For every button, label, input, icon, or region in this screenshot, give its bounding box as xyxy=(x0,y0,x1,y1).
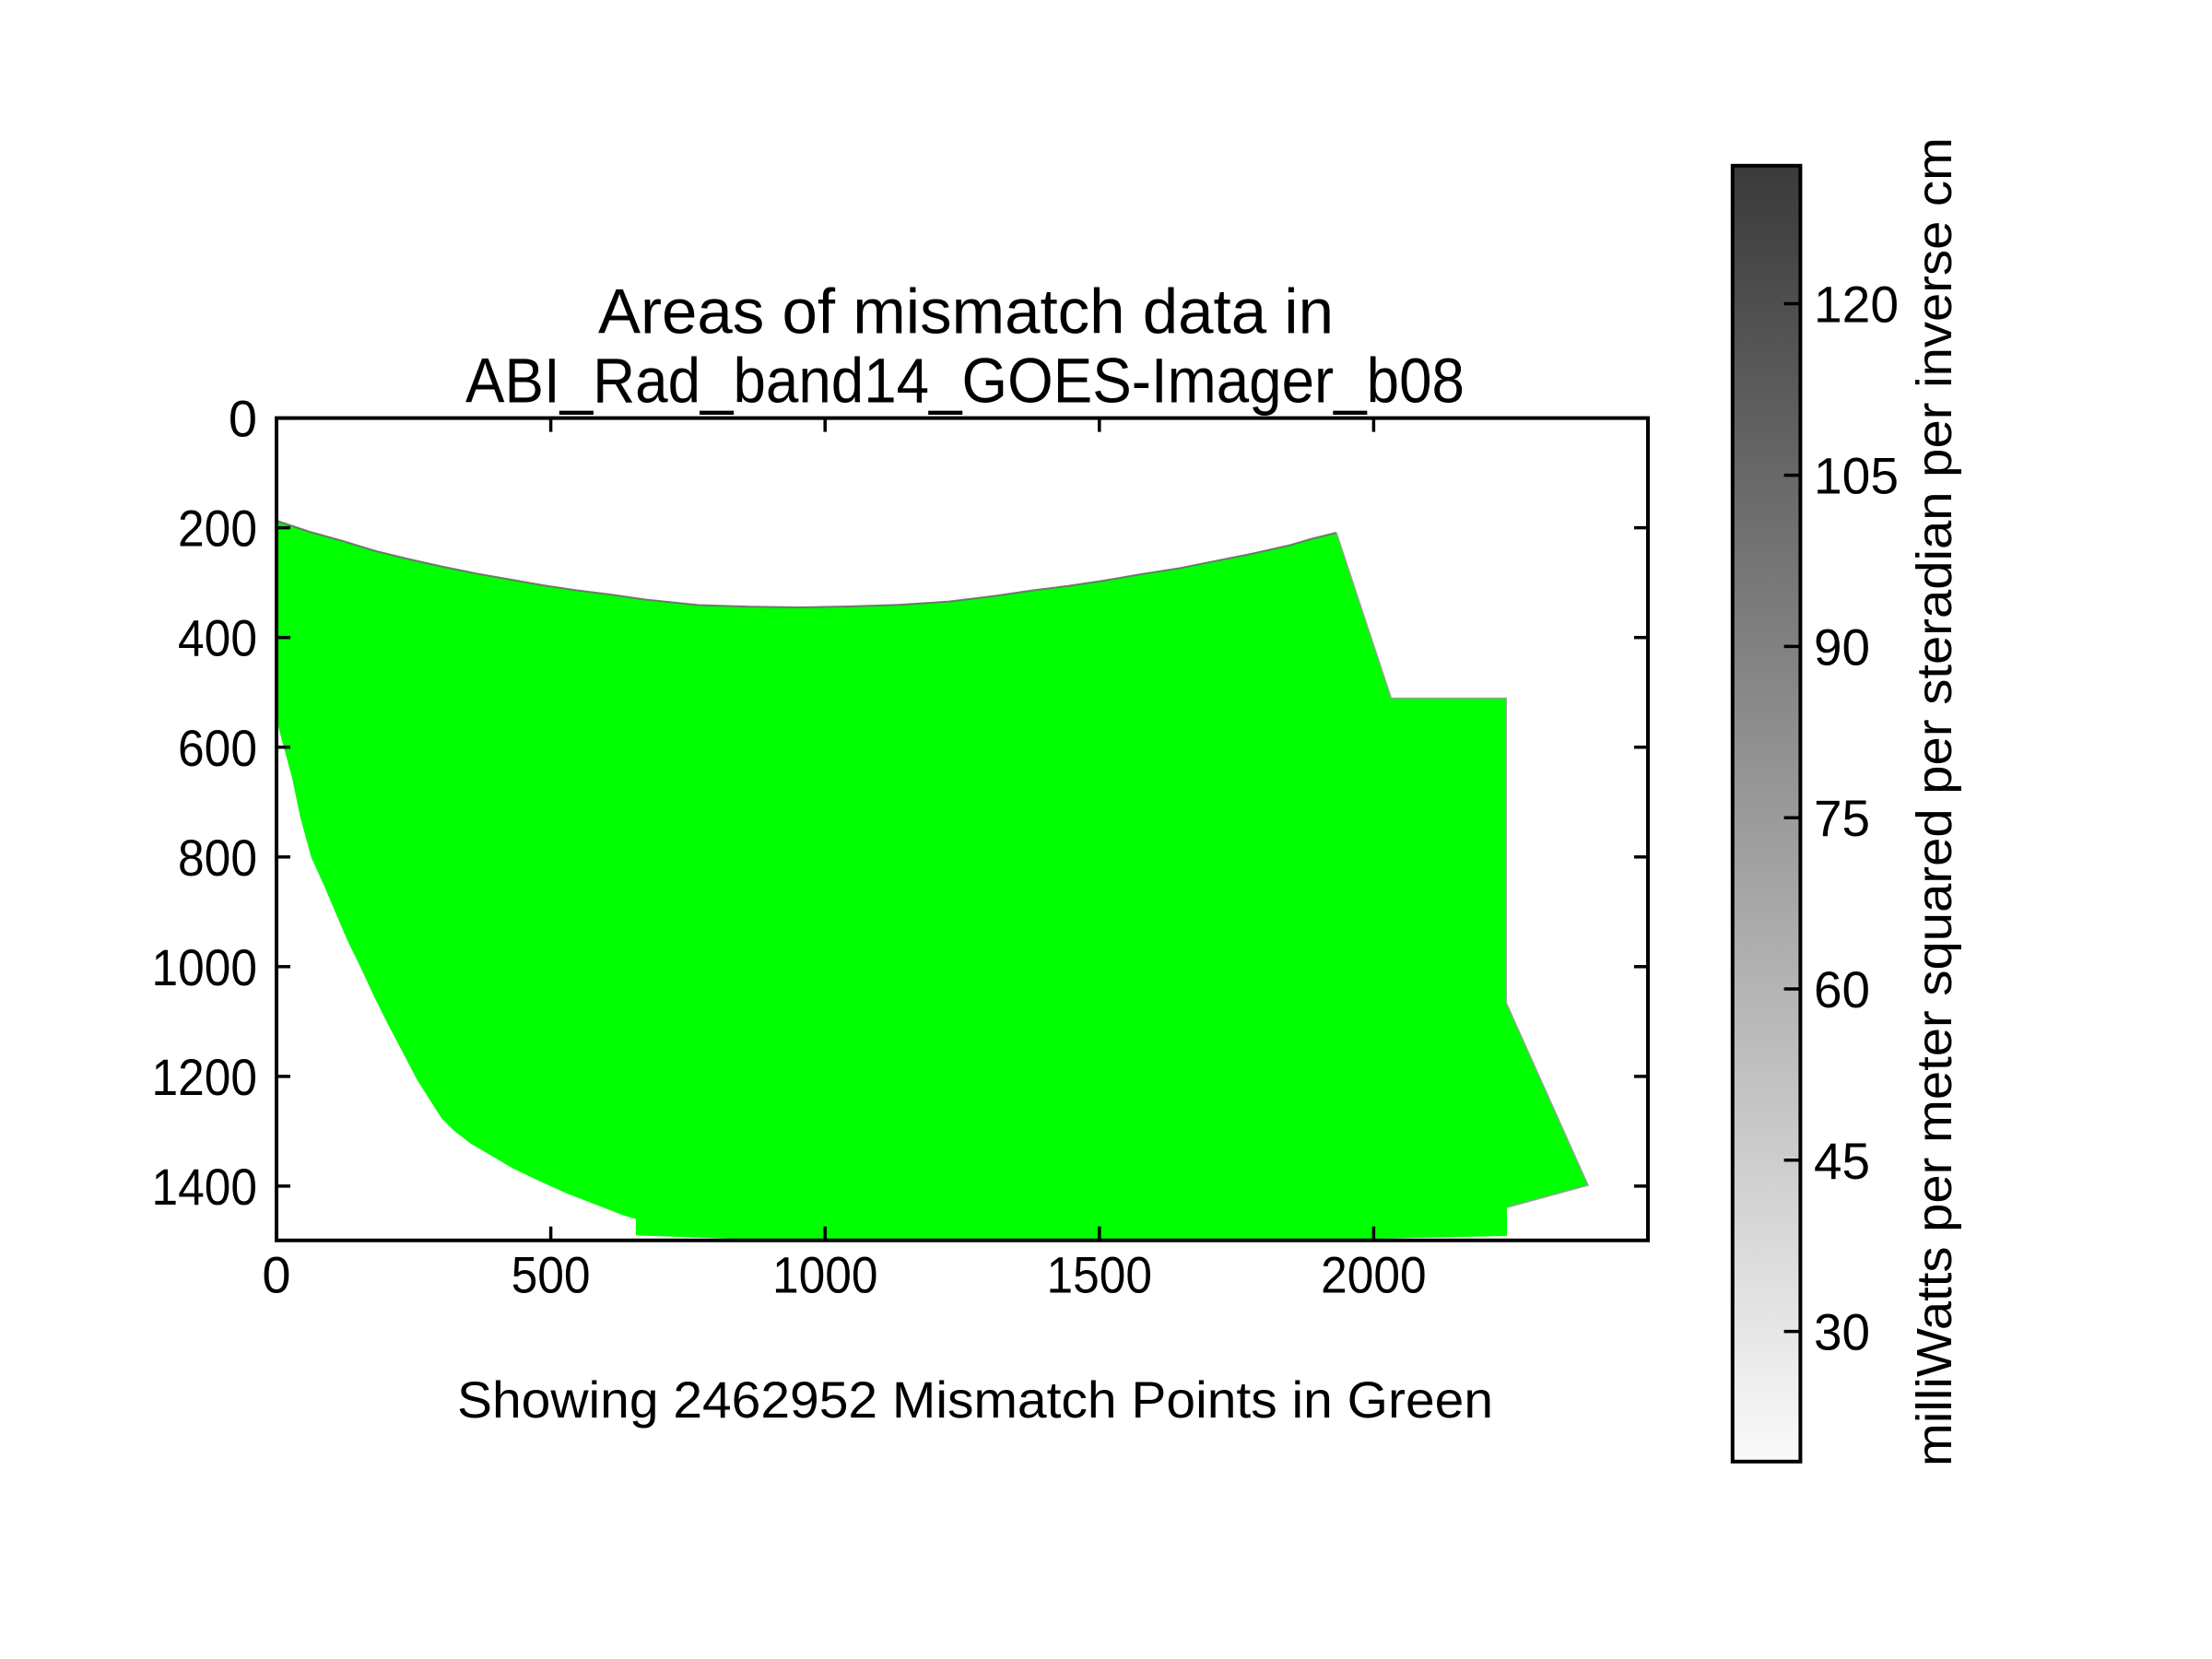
svg-text:500: 500 xyxy=(512,1246,591,1304)
svg-text:milliWatts per meter squared p: milliWatts per meter squared per steradi… xyxy=(1907,137,1962,1466)
svg-text:75: 75 xyxy=(1814,789,1870,847)
svg-text:Areas of mismatch data in: Areas of mismatch data in xyxy=(598,276,1334,347)
svg-text:Showing 2462952 Mismatch Point: Showing 2462952 Mismatch Points in Green xyxy=(457,1371,1493,1429)
svg-text:2000: 2000 xyxy=(1321,1246,1427,1304)
svg-text:1200: 1200 xyxy=(152,1048,258,1106)
svg-text:120: 120 xyxy=(1814,276,1899,334)
svg-text:0: 0 xyxy=(229,390,257,448)
svg-text:45: 45 xyxy=(1814,1132,1870,1190)
svg-text:105: 105 xyxy=(1814,447,1899,505)
svg-text:800: 800 xyxy=(178,829,257,887)
svg-text:1000: 1000 xyxy=(772,1246,878,1304)
svg-text:200: 200 xyxy=(178,500,257,558)
svg-text:90: 90 xyxy=(1814,618,1870,676)
svg-text:1500: 1500 xyxy=(1047,1246,1153,1304)
svg-text:400: 400 xyxy=(178,609,257,667)
svg-text:0: 0 xyxy=(262,1246,290,1304)
svg-text:1000: 1000 xyxy=(152,938,258,996)
svg-text:ABI_Rad_band14_GOES-Imager_b08: ABI_Rad_band14_GOES-Imager_b08 xyxy=(465,345,1465,416)
svg-text:600: 600 xyxy=(178,719,257,777)
svg-text:60: 60 xyxy=(1814,960,1870,1018)
svg-text:30: 30 xyxy=(1814,1303,1870,1361)
svg-text:1400: 1400 xyxy=(152,1158,258,1216)
